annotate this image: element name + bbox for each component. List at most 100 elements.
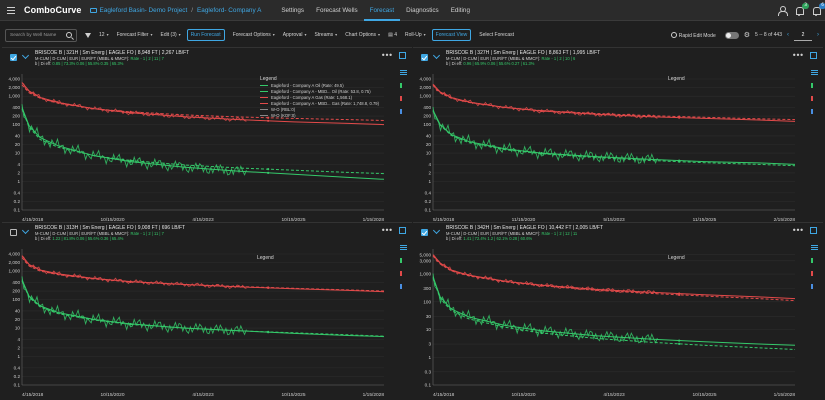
- tab-settings[interactable]: Settings: [281, 6, 305, 14]
- well-checkbox[interactable]: [10, 54, 17, 61]
- filter-icon[interactable]: [85, 32, 91, 38]
- legend-title: Legend: [668, 255, 685, 261]
- well-title: BRISCOE B | 321H | Sm Energ | EAGLE FO |…: [35, 50, 190, 56]
- y-tick-label: 40: [15, 134, 21, 139]
- decline-chart[interactable]: 4,000 2,000 1,000 400 200 100 40 20 10 4 2 1 0.4 0.2 0…: [417, 70, 807, 224]
- forecast-options-button[interactable]: Forecast Options ▾: [232, 32, 275, 38]
- expand-icon[interactable]: [399, 227, 406, 234]
- rapid-edit-toggle[interactable]: [724, 31, 739, 39]
- legend-item[interactable]: Eagleford - Company A - MBD... Gas (Rate…: [260, 101, 379, 106]
- decline-chart[interactable]: 5,0003,0001,0003001003010310.30.14/15/20…: [417, 245, 807, 399]
- toolbar-right: Rapid Edit Mode ⚙ 5 -- 8 of 443 ‹ 2 ›: [670, 27, 819, 43]
- y-tick-label: 10: [15, 151, 21, 156]
- water-stream-icon[interactable]: [811, 284, 818, 289]
- tab-forecast-wells[interactable]: Forecast Wells: [316, 6, 358, 14]
- y-tick-label: 20: [426, 142, 432, 147]
- select-forecast-button[interactable]: Select Forecast: [479, 32, 514, 38]
- series-toggle-icon[interactable]: [811, 70, 818, 75]
- app-brand[interactable]: ComboCurve: [24, 5, 82, 15]
- legend-item[interactable]: Eagleford - Company A Gas (Rate: 1,568.1…: [260, 95, 379, 100]
- gas-stream-icon[interactable]: [400, 271, 407, 276]
- decline-chart[interactable]: 4,000 2,000 1,000 400 200 100 40 20 10 4 2 1 0.4 0.2 0…: [6, 70, 396, 224]
- filter-count[interactable]: 12 ▾: [99, 32, 109, 38]
- chart-legend[interactable]: Legend: [257, 255, 274, 261]
- run-forecast-button[interactable]: Run Forecast: [186, 29, 225, 41]
- forecast-line: [21, 255, 385, 293]
- chevron-down-icon[interactable]: [21, 51, 30, 60]
- series-toggle-icon[interactable]: [811, 245, 818, 250]
- columns-selector[interactable]: ▤ 4: [388, 32, 397, 38]
- well-checkbox[interactable]: [421, 229, 428, 236]
- gas-stream-icon[interactable]: [811, 271, 818, 276]
- water-stream-icon[interactable]: [400, 109, 407, 114]
- well-checkbox[interactable]: [10, 229, 17, 236]
- tab-editing[interactable]: Editing: [450, 6, 470, 14]
- forecast-point: [129, 110, 132, 113]
- chart-legend[interactable]: Legend: [668, 255, 685, 261]
- forecast-view-button[interactable]: Forecast View: [431, 29, 472, 41]
- more-options-icon[interactable]: •••: [791, 51, 804, 60]
- oil-stream-icon[interactable]: [400, 83, 407, 88]
- alerts-icon[interactable]: 6: [811, 2, 825, 16]
- x-tick-label: 10/15/2025: [692, 392, 716, 398]
- chevron-down-icon[interactable]: [432, 226, 441, 235]
- edit-button[interactable]: Edit (3) ▾: [160, 32, 181, 38]
- y-tick-label: 400: [423, 105, 431, 110]
- comparison-forecast-line: [432, 110, 796, 167]
- chevron-down-icon[interactable]: [432, 51, 441, 60]
- breadcrumb-project[interactable]: Eagleford Basin- Demo Project: [99, 6, 188, 14]
- settings-user-icon[interactable]: ⚙: [743, 32, 751, 39]
- search-input[interactable]: Search by Well Name: [5, 28, 77, 42]
- legend-item[interactable]: W-O (KOF:0): [260, 113, 379, 118]
- y-tick-label: 4,000: [9, 77, 21, 82]
- notification-icon[interactable]: 3: [794, 2, 809, 16]
- more-options-icon[interactable]: •••: [380, 226, 393, 235]
- gas-stream-icon[interactable]: [400, 96, 407, 101]
- y-tick-label: 2: [428, 171, 431, 176]
- more-options-icon[interactable]: •••: [791, 226, 804, 235]
- water-stream-icon[interactable]: [400, 284, 407, 289]
- production-data-line: [21, 104, 247, 176]
- expand-icon[interactable]: [810, 52, 817, 59]
- well-checkbox[interactable]: [421, 54, 428, 61]
- approval-button[interactable]: Approval ▾: [282, 32, 307, 38]
- gas-stream-icon[interactable]: [811, 96, 818, 101]
- streams-button[interactable]: Streams ▾: [314, 32, 338, 38]
- expand-icon[interactable]: [399, 52, 406, 59]
- prev-page-icon[interactable]: ‹: [787, 32, 789, 38]
- menu-icon[interactable]: [2, 0, 20, 21]
- chart-legend[interactable]: Legend Eagleford - Company A Oil (Rate: 4…: [260, 76, 379, 118]
- tab-forecast[interactable]: Forecast: [363, 0, 401, 21]
- expand-icon[interactable]: [810, 227, 817, 234]
- water-stream-icon[interactable]: [811, 109, 818, 114]
- next-page-icon[interactable]: ›: [817, 32, 819, 38]
- well-title: BRISCOE B | 327H | Sm Energ | EAGLE FO |…: [446, 50, 601, 56]
- series-toggle-icon[interactable]: [400, 245, 407, 250]
- y-tick-label: 20: [15, 142, 21, 147]
- tab-diagnostics[interactable]: Diagnostics: [406, 6, 439, 14]
- oil-stream-icon[interactable]: [400, 258, 407, 263]
- oil-stream-icon[interactable]: [811, 258, 818, 263]
- user-icon[interactable]: [777, 5, 788, 16]
- chevron-down-icon[interactable]: [21, 226, 30, 235]
- y-tick-label: 1,000: [420, 272, 432, 277]
- legend-item[interactable]: W-O (RBL:0): [260, 107, 379, 112]
- chart-options-button[interactable]: Chart Options ▾: [345, 32, 381, 38]
- forecast-point: [267, 119, 270, 122]
- page-input[interactable]: 2: [794, 30, 812, 41]
- oil-stream-icon[interactable]: [811, 83, 818, 88]
- forecast-filter-button[interactable]: Forecast Filter ▾: [116, 32, 153, 38]
- more-options-icon[interactable]: •••: [380, 51, 393, 60]
- chart-legend[interactable]: Legend: [668, 76, 685, 82]
- legend-item[interactable]: Eagleford - Company A - MBD... Oil (Rate…: [260, 89, 379, 94]
- comparison-forecast-line: [21, 280, 385, 337]
- y-tick-label: 4: [17, 162, 20, 167]
- breadcrumb-scenario[interactable]: Eagleford- Company A: [197, 6, 262, 14]
- y-tick-label: 0.2: [14, 374, 21, 379]
- legend-item[interactable]: Eagleford - Company A Oil (Rate: 49.5): [260, 83, 379, 88]
- decline-chart[interactable]: 4,000 2,000 1,000 400 200 100 40 20 10 4 2 1 0.4 0.2 0…: [6, 245, 396, 399]
- well-panel: BRISCOE B | 321H | Sm Energ | EAGLE FO |…: [2, 47, 412, 223]
- well-cum-summary: M-CUM | D-CUM | EUR | EUR/FT (MBBL & MMC…: [446, 231, 578, 236]
- rollup-button[interactable]: Roll-Up ▾: [404, 32, 426, 38]
- series-toggle-icon[interactable]: [400, 70, 407, 75]
